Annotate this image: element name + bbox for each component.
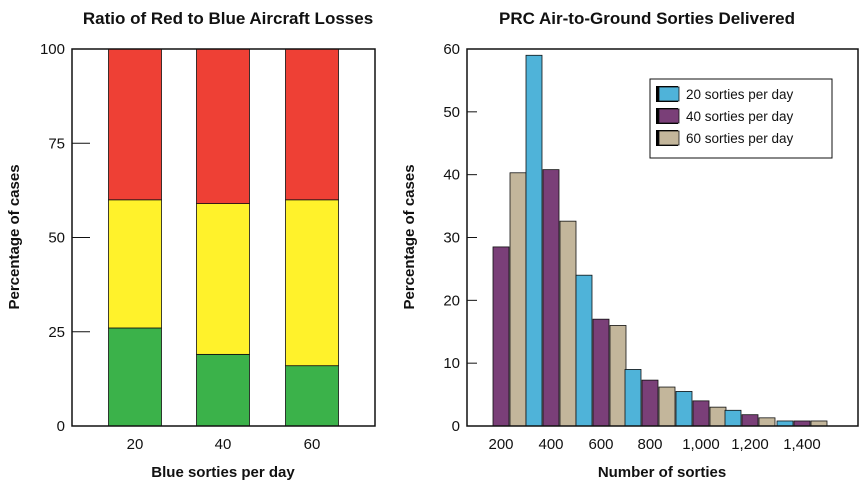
y-axis-label: Percentage of cases	[6, 164, 23, 309]
y-tick-label: 30	[443, 230, 460, 247]
bar-segment	[285, 199, 339, 367]
legend-label: 60 sorties per day	[686, 131, 794, 146]
bar	[492, 246, 510, 427]
y-tick-label: 10	[443, 355, 460, 372]
bar	[525, 54, 543, 427]
y-tick-label: 0	[452, 418, 460, 435]
legend: 20 sorties per day 40 sorties per day 60…	[649, 78, 833, 159]
bar	[741, 414, 759, 427]
x-tick-label: 800	[637, 436, 662, 453]
bar	[542, 169, 560, 427]
stacked-bar-chart: Ratio of Red to Blue Aircraft Losses 0 25…	[6, 9, 376, 481]
bar	[609, 325, 627, 427]
x-axis-label: Number of sorties	[598, 464, 726, 481]
y-tick-label: 75	[48, 135, 65, 152]
y-tick-label: 40	[443, 167, 460, 184]
bar	[559, 220, 577, 427]
bar	[592, 318, 610, 427]
bar	[793, 420, 811, 427]
y-tick-label: 60	[443, 41, 460, 58]
legend-label: 40 sorties per day	[686, 109, 794, 124]
bar	[810, 420, 828, 427]
bar	[776, 420, 794, 427]
y-axis-label: Percentage of cases	[401, 164, 418, 309]
x-tick-label: 1,200	[731, 436, 769, 453]
grouped-bar-chart: PRC Air-to-Ground Sorties Delivered 0 10 2…	[401, 9, 859, 481]
bar	[575, 274, 593, 427]
bar-segment	[108, 327, 162, 427]
bar-segment	[196, 203, 250, 355]
x-tick-label: 40	[215, 436, 232, 453]
bars	[492, 54, 828, 427]
bar	[709, 406, 727, 427]
bar	[658, 386, 676, 427]
x-tick-label: 60	[304, 436, 321, 453]
chart-title: PRC Air-to-Ground Sorties Delivered	[499, 9, 795, 28]
legend-swatch-40	[658, 108, 680, 124]
x-tick-label: 400	[538, 436, 563, 453]
y-tick-label: 0	[57, 418, 65, 435]
y-tick-label: 20	[443, 292, 460, 309]
x-tick-label: 600	[588, 436, 613, 453]
x-tick-label: 1,400	[783, 436, 821, 453]
bar-segment	[285, 365, 339, 427]
bar	[692, 400, 710, 427]
y-tick-label: 50	[443, 104, 460, 121]
bar-segment	[108, 199, 162, 329]
x-axis-label: Blue sorties per day	[151, 464, 295, 481]
bar	[641, 379, 659, 427]
y-axis: 0 10 20 30 40 50 60	[443, 41, 477, 435]
bar	[675, 391, 693, 427]
bar-segment	[108, 48, 162, 201]
x-tick-label: 200	[488, 436, 513, 453]
legend-swatch-20	[658, 86, 680, 102]
y-tick-label: 100	[40, 41, 65, 58]
y-tick-label: 25	[48, 324, 65, 341]
bar-segment	[285, 48, 339, 201]
chart-title: Ratio of Red to Blue Aircraft Losses	[83, 9, 373, 28]
x-tick-label: 1,000	[682, 436, 720, 453]
bar	[624, 369, 642, 427]
bar	[758, 417, 776, 427]
bar	[724, 409, 742, 427]
legend-box	[649, 78, 833, 159]
legend-swatch-60	[658, 130, 680, 146]
bars	[108, 48, 339, 427]
bar-segment	[196, 353, 250, 427]
legend-label: 20 sorties per day	[686, 87, 794, 102]
x-tick-label: 20	[127, 436, 144, 453]
x-axis: 200 400 600 800 1,000 1,200 1,400	[488, 436, 820, 453]
y-axis: 0 25 50 75 100	[40, 41, 90, 435]
bar-segment	[196, 48, 250, 204]
x-axis: 20 40 60	[127, 436, 321, 453]
y-tick-label: 50	[48, 230, 65, 247]
bar	[509, 172, 527, 427]
